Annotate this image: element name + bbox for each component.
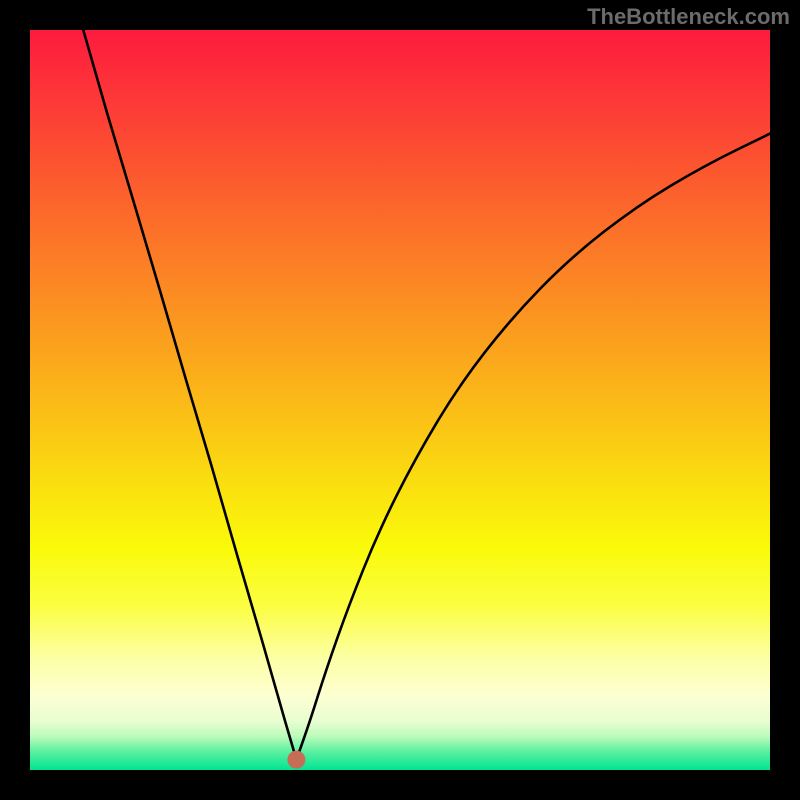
watermark-text: TheBottleneck.com xyxy=(587,4,790,30)
vertex-marker xyxy=(287,751,305,769)
plot-gradient-background xyxy=(30,30,770,770)
bottleneck-chart xyxy=(0,0,800,800)
chart-container: TheBottleneck.com xyxy=(0,0,800,800)
